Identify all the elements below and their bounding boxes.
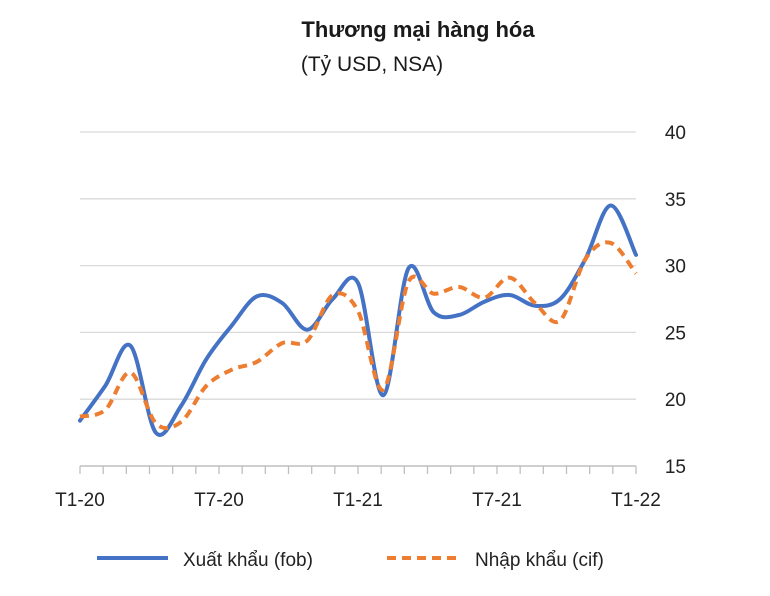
chart-title: Thương mại hàng hóa — [301, 17, 535, 42]
x-tick-label: T1-21 — [333, 490, 383, 511]
legend: Xuất khẩu (fob) Nhập khẩu (cif) — [97, 550, 604, 571]
chart-subtitle: (Tỷ USD, NSA) — [301, 53, 443, 76]
gridlines — [80, 131, 636, 400]
y-tick-label: 35 — [665, 190, 686, 211]
exports-line — [78, 203, 638, 437]
y-tick-label: 25 — [665, 323, 686, 344]
x-tick-label: T7-20 — [194, 490, 244, 511]
legend-label-imports: Nhập khẩu (cif) — [475, 550, 604, 571]
y-tick-label: 30 — [665, 257, 686, 278]
y-tick-label: 15 — [665, 457, 686, 478]
x-tick-label: T7-21 — [472, 490, 522, 511]
y-axis-ticks: 15 20 25 30 35 40 — [665, 123, 686, 478]
x-tick-label: T1-22 — [611, 490, 661, 511]
y-tick-label: 40 — [665, 123, 686, 144]
imports-line — [79, 240, 638, 431]
series-lines — [78, 203, 638, 437]
y-tick-label: 20 — [665, 390, 686, 411]
x-tick-label: T1-20 — [55, 490, 105, 511]
legend-label-exports: Xuất khẩu (fob) — [183, 550, 313, 571]
x-axis: T1-20 T7-20 T1-21 T7-21 T1-22 — [55, 465, 661, 511]
